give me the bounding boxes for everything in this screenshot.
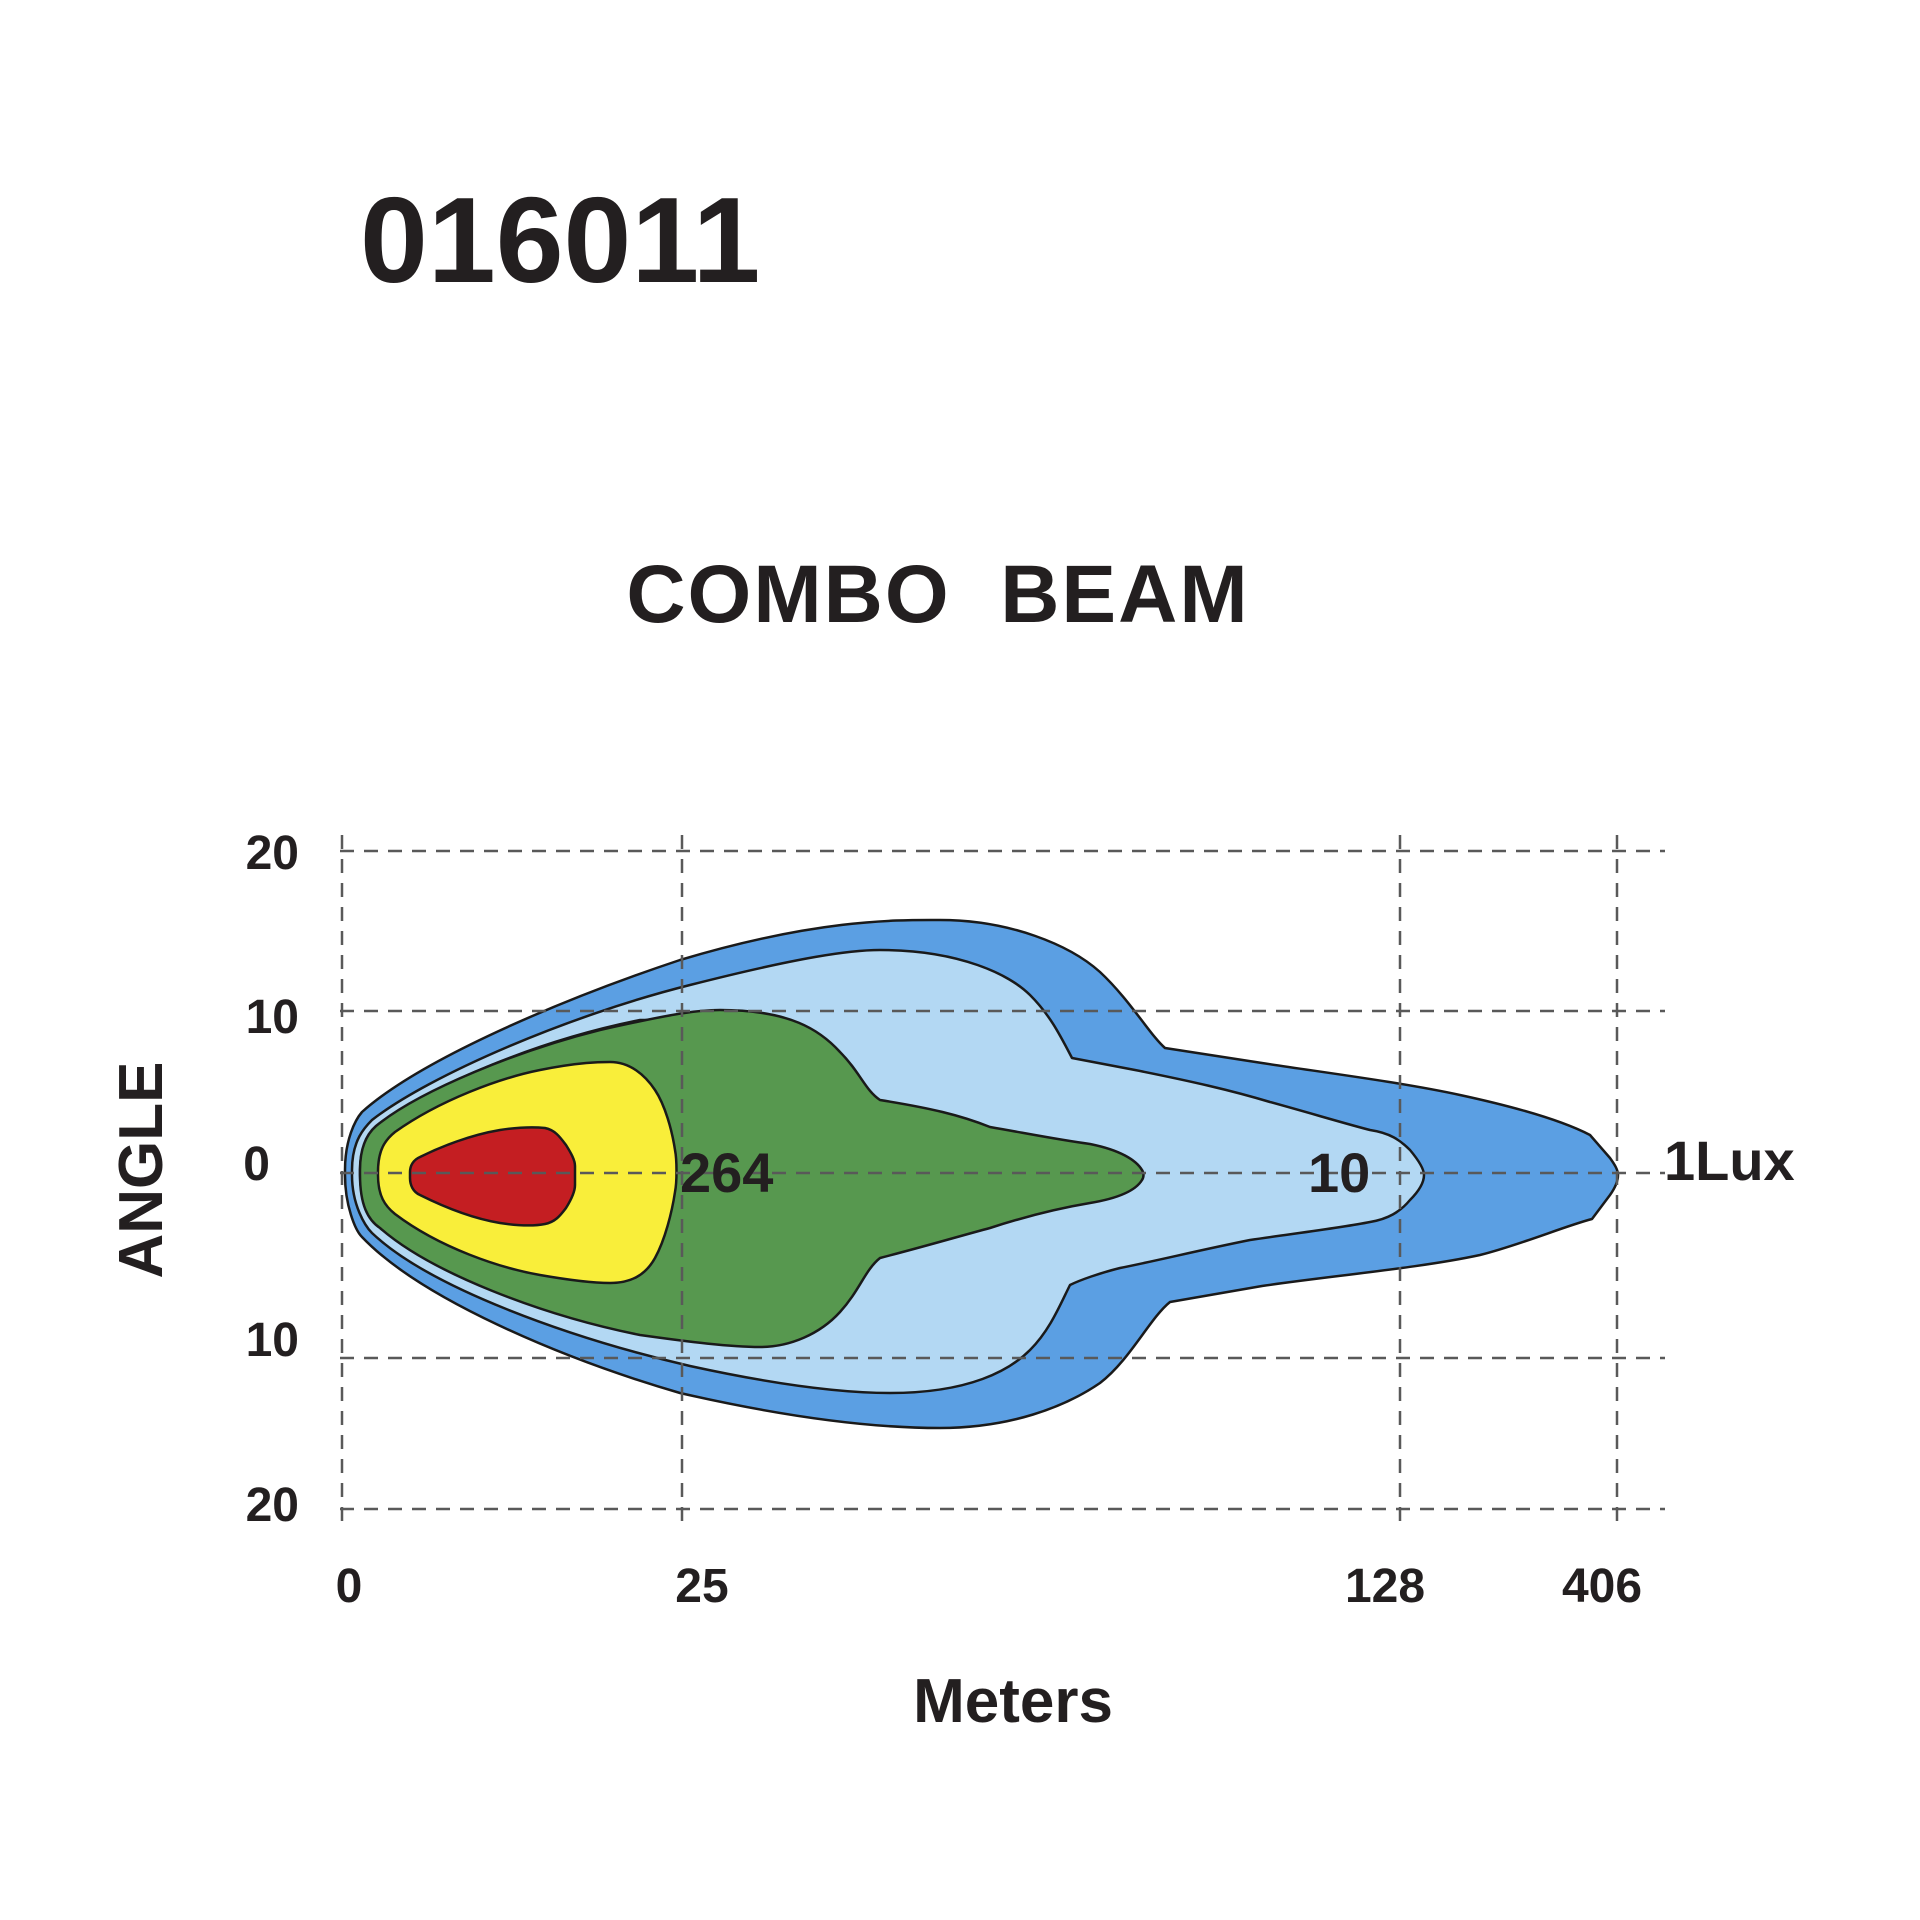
x-axis-label: Meters: [913, 1667, 1113, 1736]
chart-title: COMBO BEAM: [626, 549, 1249, 640]
chart-grid: [340, 835, 1665, 1530]
y-tick-label: 10: [246, 1314, 299, 1367]
x-tick-label: 0: [336, 1560, 363, 1613]
y-tick-label: 20: [246, 827, 299, 880]
x-tick-label: 128: [1345, 1560, 1425, 1613]
y-tick-label: 10: [246, 991, 299, 1044]
contour-band-core: [408, 1126, 577, 1227]
y-tick-label: 20: [246, 1479, 299, 1532]
contour-label-1lux: 1Lux: [1664, 1129, 1795, 1192]
y-tick-label: 0: [243, 1138, 270, 1191]
model-number: 016011: [360, 172, 760, 308]
x-tick-label: 25: [675, 1560, 728, 1613]
y-axis-label: ANGLE: [107, 1062, 176, 1279]
contour-label-264: 264: [680, 1141, 773, 1204]
x-tick-label: 406: [1562, 1560, 1642, 1613]
contour-label-10: 10: [1308, 1141, 1370, 1204]
